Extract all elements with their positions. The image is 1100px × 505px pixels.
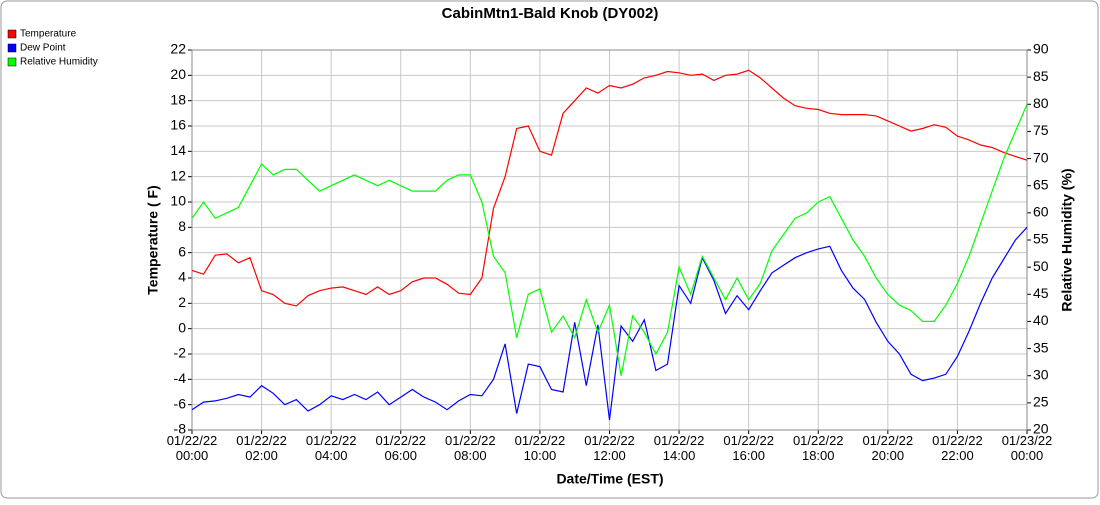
chart-title: CabinMtn1-Bald Knob (DY002) (442, 5, 659, 22)
y2-tick-label: 30 (1033, 366, 1049, 382)
y2-tick-label: 65 (1033, 176, 1049, 192)
legend-label: Dew Point (20, 43, 66, 54)
x-tick-label: 01/22/22 12:00 (584, 433, 635, 463)
y2-tick-label: 60 (1033, 204, 1049, 220)
x-tick-label: 01/22/22 08:00 (445, 433, 496, 463)
y2-tick-label: 70 (1033, 149, 1049, 165)
y-tick-label: 0 (178, 319, 186, 335)
x-tick-label: 01/22/22 02:00 (236, 433, 287, 463)
y2-tick-label: 25 (1033, 394, 1049, 410)
x-tick-label: 01/22/22 18:00 (793, 433, 844, 463)
legend-swatch (7, 57, 17, 67)
x-tick-label: 01/22/22 14:00 (654, 433, 705, 463)
x-tick-label: 01/22/22 20:00 (863, 433, 914, 463)
legend-label: Relative Humidity (20, 57, 98, 68)
y-tick-label: -6 (174, 395, 187, 411)
y-tick-label: 2 (178, 294, 186, 310)
x-tick-label: 01/22/22 22:00 (932, 433, 983, 463)
x-tick-label: 01/22/22 04:00 (306, 433, 357, 463)
y2-tick-label: 45 (1033, 285, 1049, 301)
y2-axis-label: Relative Humidity (%) (1059, 168, 1075, 311)
y-tick-label: -8 (174, 421, 187, 437)
y-tick-label: 18 (170, 91, 186, 107)
series-line (191, 104, 1028, 376)
x-tick-label: 01/23/22 00:00 (1002, 433, 1053, 463)
y-tick-label: 12 (170, 167, 186, 183)
legend-swatch (7, 43, 17, 53)
y2-tick-label: 55 (1033, 231, 1049, 247)
y-tick-label: 6 (178, 243, 186, 259)
series-line (191, 69, 1028, 307)
y-tick-label: -4 (174, 370, 187, 386)
y-tick-label: 20 (170, 66, 186, 82)
y2-tick-label: 75 (1033, 122, 1049, 138)
y2-tick-label: 35 (1033, 339, 1049, 355)
y2-tick-label: 85 (1033, 68, 1049, 84)
y-tick-label: 22 (170, 41, 186, 57)
y-tick-label: 14 (170, 142, 186, 158)
y2-tick-label: 40 (1033, 312, 1049, 328)
y-tick-label: 10 (170, 193, 186, 209)
y-tick-label: -2 (174, 345, 187, 361)
x-tick-label: 01/22/22 16:00 (723, 433, 774, 463)
y-axis-label: Temperature ( F) (145, 185, 161, 294)
y2-tick-label: 90 (1033, 41, 1049, 57)
legend-label: Temperature (20, 29, 77, 40)
y2-tick-label: 80 (1033, 95, 1049, 111)
legend-swatch (7, 29, 17, 39)
y-tick-label: 8 (178, 218, 186, 234)
y2-tick-label: 20 (1033, 421, 1049, 437)
y-tick-label: 4 (178, 269, 186, 285)
x-tick-label: 01/22/22 00:00 (167, 433, 218, 463)
x-tick-label: 01/22/22 06:00 (375, 433, 426, 463)
x-tick-label: 01/22/22 10:00 (515, 433, 566, 463)
y-tick-label: 16 (170, 117, 186, 133)
y2-tick-label: 50 (1033, 258, 1049, 274)
series-line (191, 226, 1028, 420)
plot-border (191, 49, 1028, 431)
x-axis-label: Date/Time (EST) (556, 471, 663, 487)
